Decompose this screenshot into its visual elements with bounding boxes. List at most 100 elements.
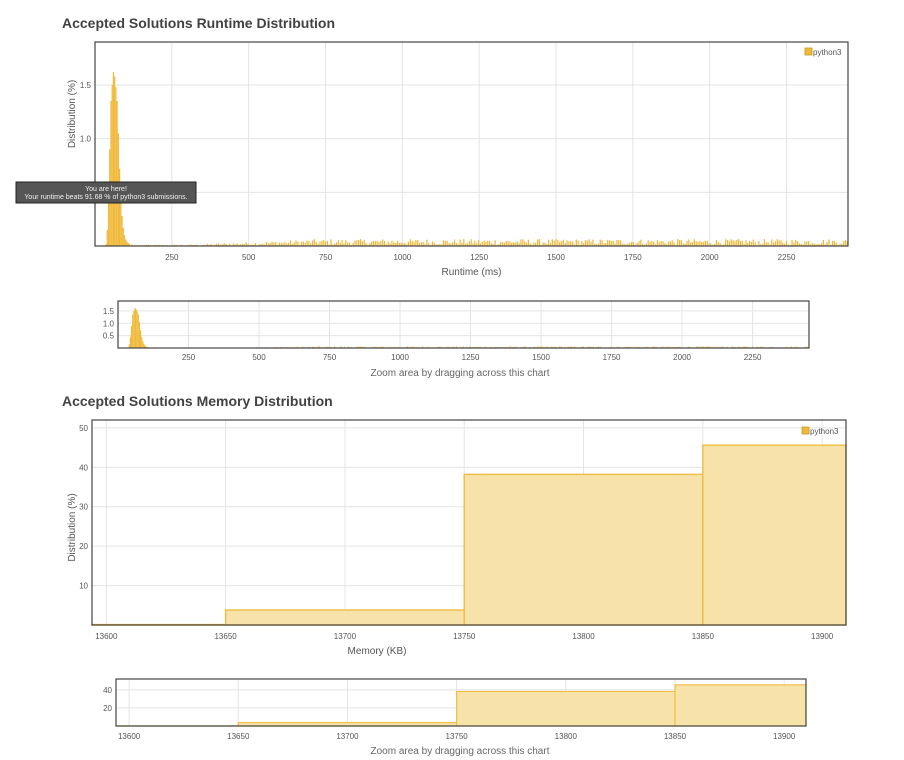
runtime-bar [570, 241, 571, 246]
runtime-bar [749, 241, 750, 246]
runtime-bar [297, 242, 298, 246]
runtime-bar [694, 239, 695, 246]
runtime-bar [736, 240, 737, 246]
runtime-bar [495, 240, 496, 246]
runtime-bar [373, 241, 374, 246]
runtime-bar [602, 240, 603, 246]
y-tick-label: 1.5 [80, 81, 92, 90]
runtime-bar [482, 242, 483, 246]
runtime-bar [509, 242, 510, 246]
runtime-bar [607, 240, 608, 246]
runtime-bar [668, 241, 669, 246]
runtime-bar [649, 242, 650, 246]
runtime-bar [417, 240, 418, 246]
runtime-bar [539, 239, 540, 246]
runtime-bar [391, 241, 392, 246]
runtime-bar [323, 240, 324, 246]
x-tick-label: 2000 [701, 253, 719, 262]
runtime-bar [568, 241, 569, 246]
runtime-zoom-bar [139, 322, 140, 348]
runtime-bar [117, 101, 118, 246]
runtime-bar [775, 241, 776, 246]
tooltip-title: You are here! [85, 186, 127, 193]
runtime-bar [661, 241, 662, 246]
runtime-bar [306, 241, 307, 246]
runtime-bar [703, 242, 704, 246]
runtime-bar [341, 240, 342, 246]
runtime-bar [358, 240, 359, 246]
runtime-bar [662, 241, 663, 246]
runtime-bar [587, 241, 588, 246]
y-tick-label: 10 [79, 582, 88, 591]
runtime-bar [114, 76, 115, 246]
runtime-bar [795, 240, 796, 246]
runtime-bar [592, 240, 593, 246]
runtime-bar [677, 239, 678, 246]
runtime-bar [522, 239, 523, 246]
x-tick-label: 13650 [227, 732, 250, 741]
runtime-bar [463, 239, 464, 246]
runtime-bar [528, 240, 529, 246]
runtime-bar [485, 242, 486, 246]
zoom-caption: Zoom area by dragging across this chart [371, 368, 550, 379]
runtime-bar [443, 240, 444, 246]
x-tick-label: 13850 [692, 632, 715, 641]
y-tick-label: 20 [103, 704, 112, 713]
runtime-bar [777, 239, 778, 246]
runtime-bar [308, 241, 309, 246]
runtime-bar [620, 240, 621, 246]
runtime-bar [321, 241, 322, 246]
tooltip-message: Your runtime beats 91.68 % of python3 su… [24, 194, 187, 201]
runtime-bar [426, 240, 427, 246]
x-tick-label: 13850 [664, 732, 687, 741]
runtime-bar [506, 241, 507, 246]
runtime-bar [590, 242, 591, 246]
x-tick-label: 13600 [118, 732, 141, 741]
runtime-bar [408, 242, 409, 246]
runtime-bar [445, 241, 446, 246]
runtime-bar [115, 87, 116, 246]
runtime-bar [600, 240, 601, 246]
runtime-bar [705, 241, 706, 246]
legend-swatch [805, 48, 812, 55]
x-tick-label: 13750 [453, 632, 476, 641]
runtime-bar [734, 241, 735, 246]
runtime-bar [806, 242, 807, 246]
runtime-bar [823, 240, 824, 246]
runtime-bar [384, 241, 385, 246]
runtime-bar [740, 241, 741, 246]
runtime-bar [356, 240, 357, 246]
runtime-bar [745, 240, 746, 246]
legend-label: python3 [813, 48, 842, 57]
runtime-bar [651, 241, 652, 246]
runtime-bar [113, 72, 114, 246]
runtime-bar [303, 241, 304, 246]
runtime-bar [738, 239, 739, 246]
runtime-bar [413, 242, 414, 246]
runtime-bar [410, 239, 411, 246]
y-tick-label: 50 [79, 424, 88, 433]
runtime-bar [555, 239, 556, 246]
runtime-bar [725, 239, 726, 246]
x-tick-label: 500 [252, 353, 266, 362]
runtime-bar [447, 241, 448, 246]
x-tick-label: 1000 [391, 353, 409, 362]
runtime-bar [483, 241, 484, 246]
runtime-bar [364, 240, 365, 246]
runtime-bar [843, 241, 844, 246]
y-tick-label: 1.0 [80, 135, 92, 144]
runtime-bar [732, 240, 733, 246]
runtime-bar [613, 241, 614, 246]
runtime-zoom-bar [140, 330, 141, 348]
runtime-zoom-bar [142, 341, 143, 348]
runtime-zoom-bar [137, 311, 138, 348]
runtime-bar [688, 239, 689, 246]
runtime-bar [548, 240, 549, 246]
runtime-bar [371, 242, 372, 246]
runtime-bar [581, 241, 582, 246]
runtime-bar [828, 240, 829, 246]
